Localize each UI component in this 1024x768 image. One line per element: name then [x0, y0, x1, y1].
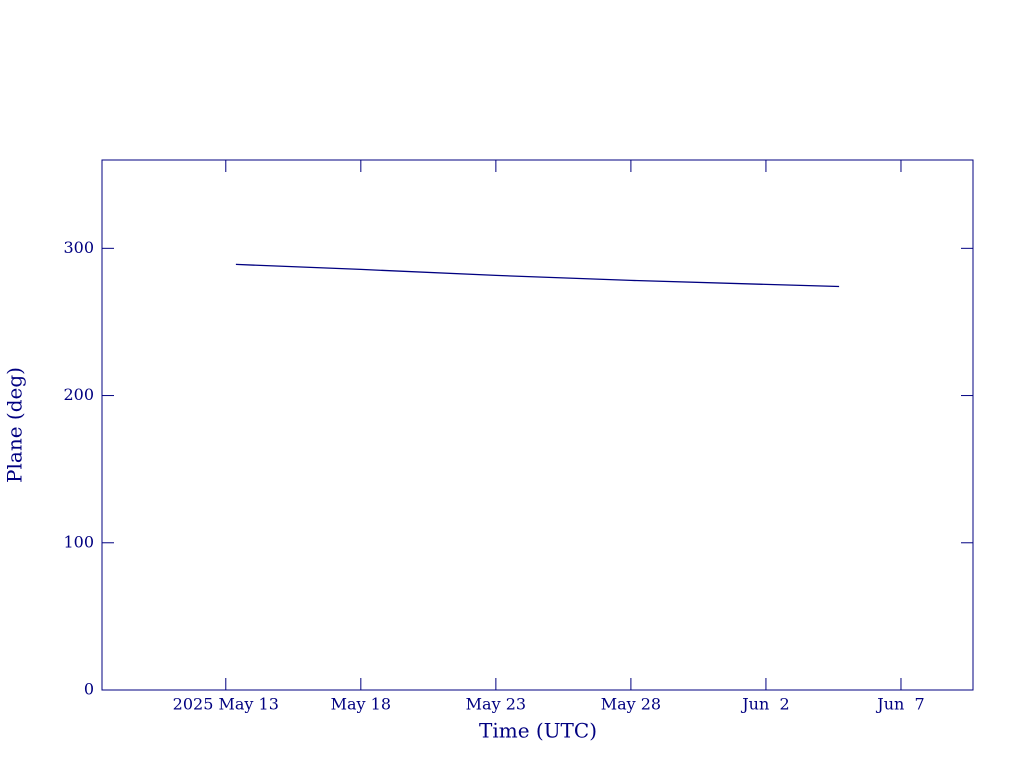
y-tick-label: 200 — [63, 385, 94, 404]
x-tick-label: 2025 May 13 — [173, 695, 279, 714]
y-tick-label: 0 — [84, 680, 94, 699]
x-tick-label: Jun 7 — [875, 695, 924, 714]
y-tick-label: 300 — [63, 238, 94, 257]
plot-frame — [101, 159, 974, 691]
x-tick-label: May 28 — [601, 695, 661, 714]
y-axis-label: Plane (deg) — [3, 367, 27, 483]
x-axis-label: Time (UTC) — [479, 719, 597, 743]
y-tick-label: 100 — [63, 532, 94, 551]
x-tick-label: May 18 — [331, 695, 391, 714]
x-tick-label: Jun 2 — [740, 695, 789, 714]
data-line — [235, 263, 840, 288]
x-tick-label: May 23 — [466, 695, 526, 714]
